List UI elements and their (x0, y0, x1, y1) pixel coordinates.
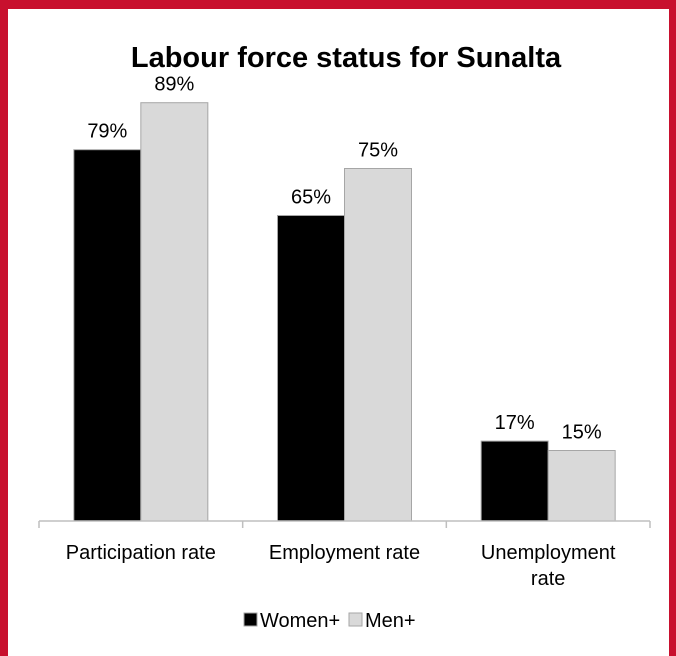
legend: Women+ Men+ (243, 610, 416, 632)
data-label: 79% (87, 121, 127, 143)
bar-men-1 (344, 168, 412, 522)
bar-women-0 (73, 149, 142, 522)
bar-women-2 (480, 440, 549, 522)
chart-title: Labour force status for Sunalta (131, 42, 562, 74)
category-label: Participation rate (66, 542, 216, 564)
plot-area: 79% 89% 65% 75% 17% 15% Participation rate Empl… (38, 74, 651, 590)
bar-women-1 (277, 215, 345, 522)
bar-men-2 (547, 450, 616, 522)
legend-swatch-men (348, 612, 363, 627)
data-label: 15% (562, 422, 602, 444)
bar-men-0 (140, 102, 209, 522)
legend-label-men: Men+ (365, 610, 416, 632)
data-label: 17% (495, 412, 535, 434)
category-label: Employment rate (269, 542, 420, 564)
category-label: Unemployment rate (481, 542, 616, 590)
legend-swatch-women (243, 612, 258, 627)
data-label: 75% (358, 140, 398, 162)
data-label: 65% (291, 187, 331, 209)
data-label: 89% (154, 74, 194, 96)
legend-label-women: Women+ (260, 610, 340, 632)
